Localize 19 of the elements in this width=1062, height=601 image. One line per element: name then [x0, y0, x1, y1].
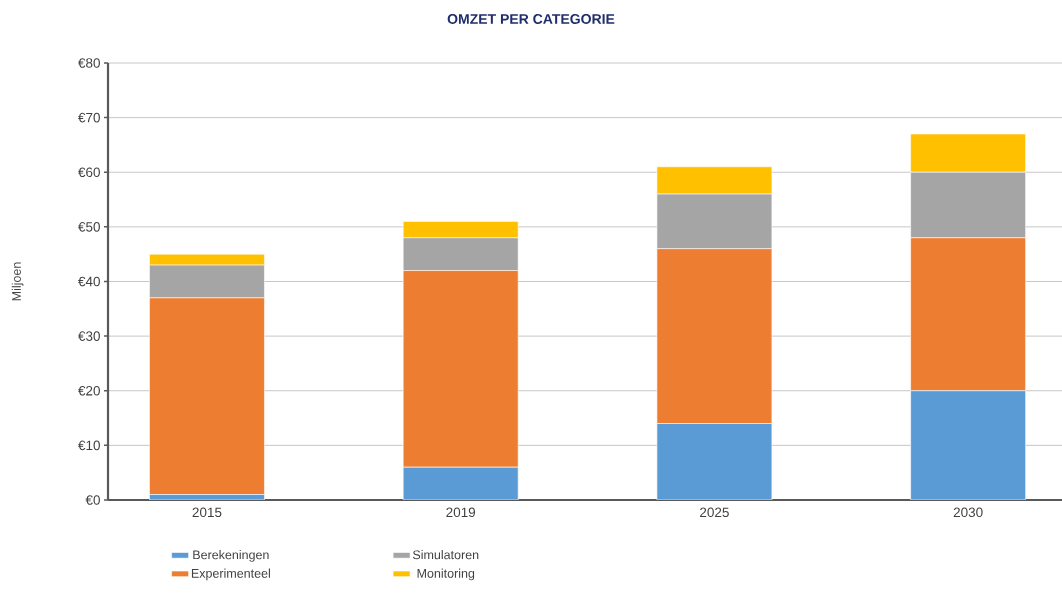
- y-tick-label: €10: [78, 440, 100, 451]
- x-tick-label: 2030: [953, 507, 983, 518]
- x-tick-label: 2025: [700, 507, 729, 518]
- y-tick-label: €80: [78, 58, 100, 68]
- y-tick-label: €70: [78, 112, 100, 123]
- legend-label: Monitoring: [417, 568, 475, 581]
- legend-label: Experimenteel: [191, 568, 270, 581]
- y-tick-label: €20: [78, 385, 100, 396]
- y-tick-label: €60: [78, 167, 100, 178]
- y-tick-label: €0: [85, 495, 100, 505]
- y-tick-label: €30: [78, 331, 100, 341]
- y-tick-label: €40: [78, 276, 100, 287]
- y-axis-title: Miljoen: [11, 262, 24, 301]
- legend-label: Simulatoren: [412, 550, 479, 560]
- x-tick-label: 2019: [446, 507, 476, 518]
- y-tick-label: €50: [78, 222, 100, 232]
- legend-label: Berekeningen: [193, 550, 269, 562]
- x-tick-label: 2015: [192, 507, 222, 518]
- chart-title: OMZET PER CATEGORIE: [447, 14, 615, 24]
